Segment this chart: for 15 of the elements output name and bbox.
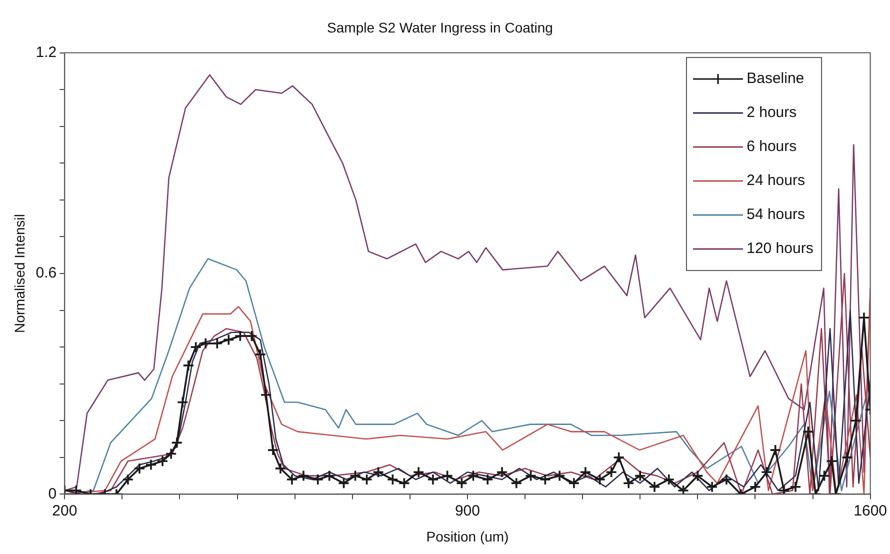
y-tick-label: 0.6 — [36, 264, 57, 282]
legend-label: 120 hours — [746, 240, 814, 258]
x-tick-label: 900 — [454, 502, 480, 520]
legend-label: 6 hours — [746, 138, 797, 156]
legend-label: 2 hours — [746, 104, 797, 122]
x-tick-label: 200 — [52, 502, 78, 520]
chart-title: Sample S2 Water Ingress in Coating — [327, 19, 553, 36]
y-tick-label: 1.2 — [36, 44, 57, 61]
y-tick-label: 0 — [48, 485, 57, 502]
legend-label: Baseline — [746, 70, 804, 88]
x-axis-title: Position (um) — [426, 528, 509, 544]
legend-label: 24 hours — [746, 172, 805, 190]
y-axis-title: Normalised Intensil — [11, 214, 28, 334]
x-tick-label: 1600 — [854, 502, 888, 520]
legend-label: 54 hours — [746, 206, 805, 224]
